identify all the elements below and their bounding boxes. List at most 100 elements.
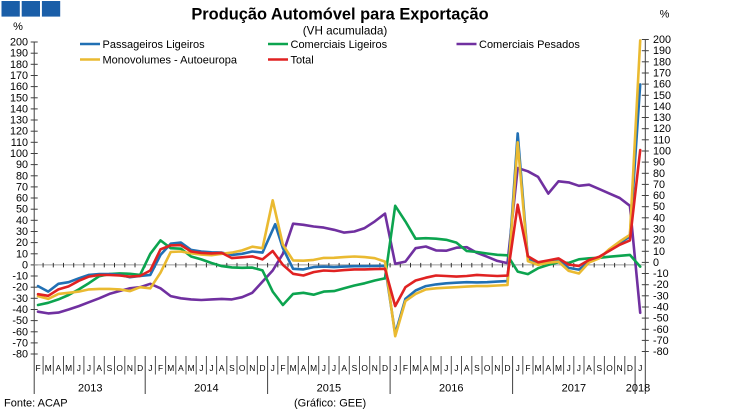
svg-text:10: 10 xyxy=(16,248,28,260)
svg-text:O: O xyxy=(116,363,123,373)
svg-text:N: N xyxy=(617,363,623,373)
svg-text:-40: -40 xyxy=(12,304,28,316)
svg-text:M: M xyxy=(433,363,440,373)
svg-text:J: J xyxy=(516,363,520,373)
svg-text:120: 120 xyxy=(653,123,671,135)
svg-text:Comerciais Ligeiros: Comerciais Ligeiros xyxy=(291,39,388,51)
svg-text:A: A xyxy=(301,363,307,373)
svg-text:-50: -50 xyxy=(12,315,28,327)
svg-text:-40: -40 xyxy=(653,302,669,314)
svg-text:A: A xyxy=(56,363,62,373)
svg-text:Fonte: ACAP: Fonte: ACAP xyxy=(4,397,68,409)
svg-text:-20: -20 xyxy=(653,279,669,291)
svg-text:140: 140 xyxy=(653,101,671,113)
svg-text:-60: -60 xyxy=(653,324,669,336)
svg-text:J: J xyxy=(577,363,581,373)
svg-text:F: F xyxy=(35,363,40,373)
svg-text:Comerciais Pesados: Comerciais Pesados xyxy=(479,39,580,51)
svg-text:A: A xyxy=(219,363,225,373)
svg-text:190: 190 xyxy=(10,48,28,60)
svg-text:-10: -10 xyxy=(12,271,28,283)
svg-text:170: 170 xyxy=(653,68,671,80)
svg-text:-20: -20 xyxy=(12,282,28,294)
svg-text:130: 130 xyxy=(653,112,671,124)
svg-text:20: 20 xyxy=(16,237,28,249)
svg-text:Total: Total xyxy=(291,55,314,67)
svg-text:200: 200 xyxy=(653,34,671,46)
svg-text:A: A xyxy=(586,363,592,373)
svg-text:160: 160 xyxy=(653,79,671,91)
svg-text:90: 90 xyxy=(16,159,28,171)
svg-text:-80: -80 xyxy=(653,346,669,358)
svg-text:O: O xyxy=(239,363,246,373)
svg-text:A: A xyxy=(178,363,184,373)
svg-text:O: O xyxy=(361,363,368,373)
svg-text:10: 10 xyxy=(653,246,665,258)
svg-text:2016: 2016 xyxy=(439,382,463,394)
svg-text:Produção Automóvel para Export: Produção Automóvel para Exportação xyxy=(191,5,488,23)
svg-text:J: J xyxy=(148,363,152,373)
svg-text:N: N xyxy=(127,363,133,373)
svg-text:J: J xyxy=(209,363,213,373)
svg-text:J: J xyxy=(199,363,203,373)
svg-text:O: O xyxy=(606,363,613,373)
svg-text:80: 80 xyxy=(653,168,665,180)
svg-text:80: 80 xyxy=(16,170,28,182)
svg-text:-10: -10 xyxy=(653,268,669,280)
svg-text:M: M xyxy=(412,363,419,373)
svg-text:J: J xyxy=(322,363,326,373)
svg-text:M: M xyxy=(188,363,195,373)
svg-text:180: 180 xyxy=(653,56,671,68)
svg-text:50: 50 xyxy=(653,201,665,213)
svg-text:40: 40 xyxy=(653,212,665,224)
svg-text:(Gráfico: GEE): (Gráfico: GEE) xyxy=(294,397,366,409)
svg-text:M: M xyxy=(310,363,317,373)
svg-text:N: N xyxy=(494,363,500,373)
svg-text:Monovolumes - Autoeuropa: Monovolumes - Autoeuropa xyxy=(103,55,238,67)
svg-text:140: 140 xyxy=(10,103,28,115)
svg-text:(VH acumulada): (VH acumulada) xyxy=(303,24,388,37)
svg-text:S: S xyxy=(352,363,358,373)
svg-text:A: A xyxy=(546,363,552,373)
svg-text:J: J xyxy=(77,363,81,373)
svg-text:190: 190 xyxy=(653,45,671,57)
svg-text:130: 130 xyxy=(10,115,28,127)
svg-text:J: J xyxy=(444,363,448,373)
svg-text:-30: -30 xyxy=(12,293,28,305)
svg-text:150: 150 xyxy=(653,90,671,102)
svg-text:50: 50 xyxy=(16,204,28,216)
svg-text:2015: 2015 xyxy=(317,382,341,394)
svg-text:S: S xyxy=(474,363,480,373)
svg-text:90: 90 xyxy=(653,157,665,169)
svg-text:J: J xyxy=(87,363,91,373)
svg-text:M: M xyxy=(65,363,72,373)
svg-text:70: 70 xyxy=(653,179,665,191)
svg-text:N: N xyxy=(249,363,255,373)
svg-text:110: 110 xyxy=(11,137,28,149)
svg-text:100: 100 xyxy=(10,148,28,160)
svg-text:M: M xyxy=(45,363,52,373)
svg-text:160: 160 xyxy=(10,81,28,93)
svg-text:M: M xyxy=(167,363,174,373)
svg-text:%: % xyxy=(13,21,23,33)
svg-text:S: S xyxy=(229,363,235,373)
svg-text:2018: 2018 xyxy=(626,382,650,394)
svg-text:D: D xyxy=(382,363,388,373)
svg-text:D: D xyxy=(137,363,143,373)
svg-text:-60: -60 xyxy=(12,326,28,338)
svg-text:F: F xyxy=(280,363,285,373)
svg-text:-70: -70 xyxy=(653,335,669,347)
svg-text:60: 60 xyxy=(16,193,28,205)
svg-text:J: J xyxy=(271,363,275,373)
svg-text:20: 20 xyxy=(653,235,665,247)
svg-text:A: A xyxy=(341,363,347,373)
svg-text:S: S xyxy=(597,363,603,373)
svg-text:120: 120 xyxy=(10,126,28,138)
svg-text:D: D xyxy=(504,363,510,373)
svg-text:J: J xyxy=(332,363,336,373)
svg-text:0: 0 xyxy=(653,257,659,269)
svg-text:%: % xyxy=(660,8,670,20)
svg-text:30: 30 xyxy=(16,226,28,238)
svg-text:J: J xyxy=(393,363,397,373)
svg-text:A: A xyxy=(423,363,429,373)
